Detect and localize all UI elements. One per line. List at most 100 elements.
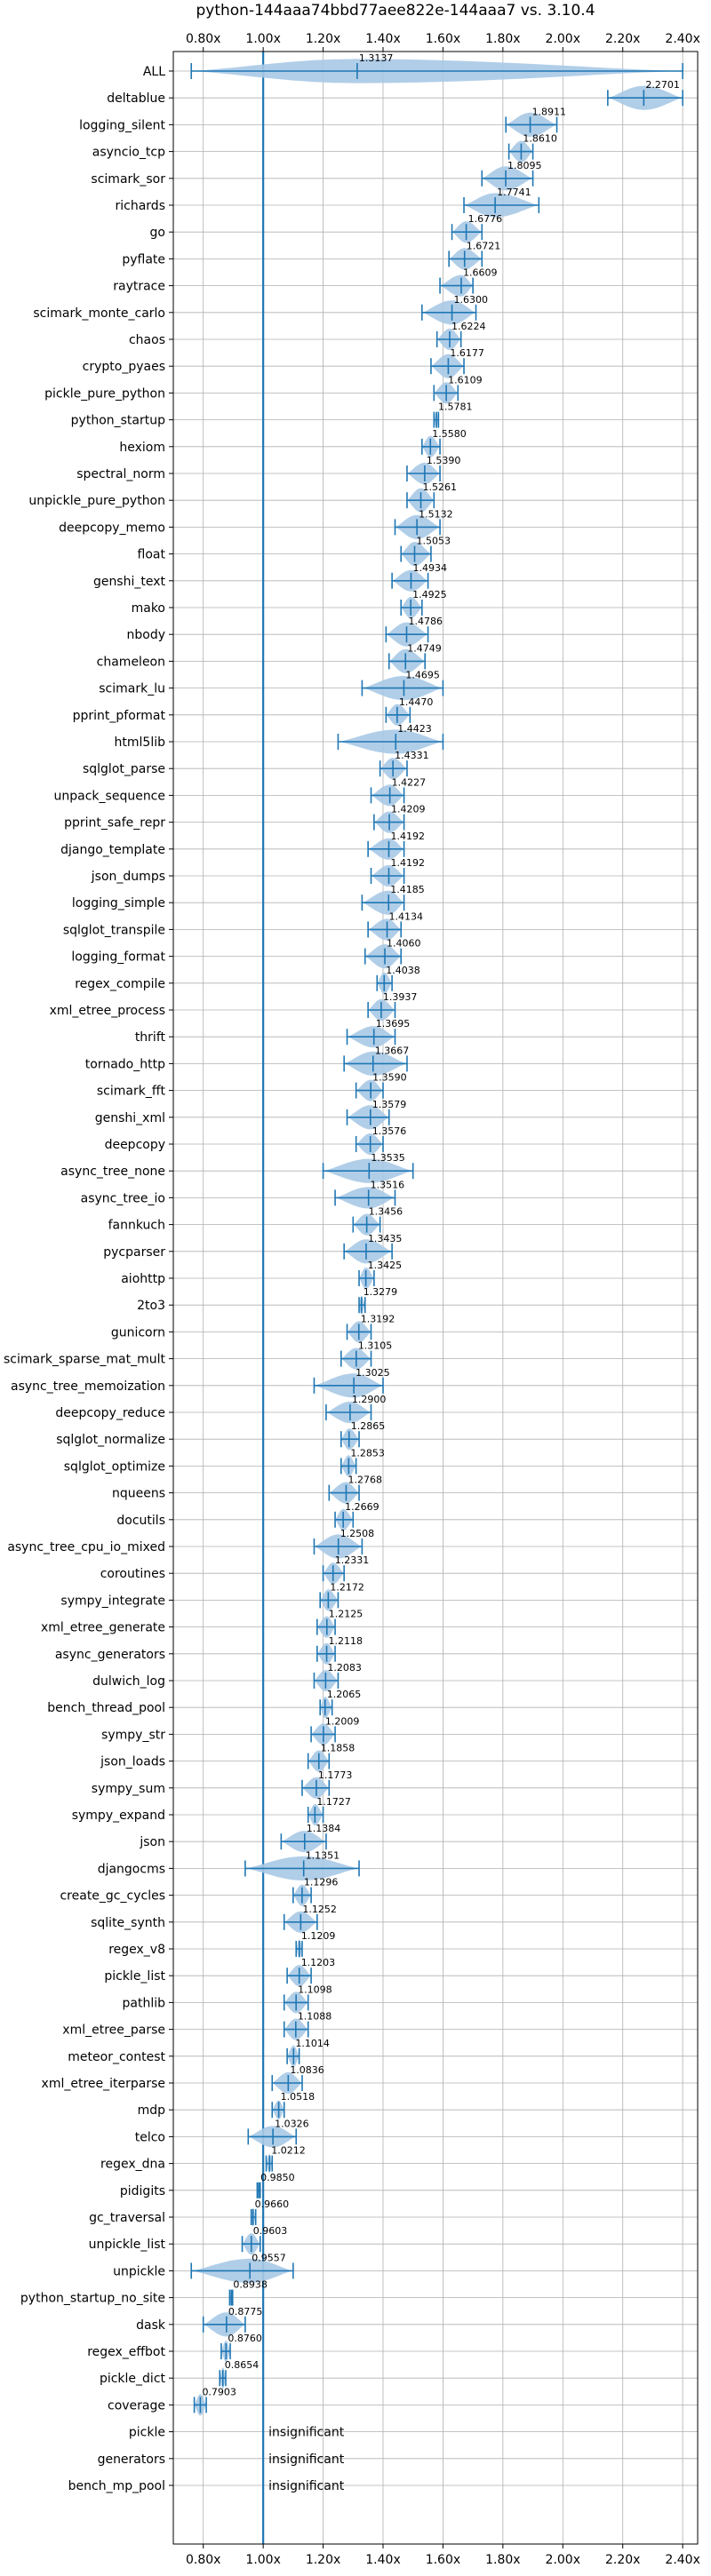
benchmark-name-label: sympy_expand: [72, 1809, 165, 1823]
benchmark-name-label: pyflate: [122, 252, 165, 266]
median-value-label: 1.4227: [392, 776, 427, 788]
label-layer: 1.3137 2.2701 1.8911 1.8610 1.8095 1.7741 1.67…: [202, 52, 679, 2493]
median-value-label: 1.3456: [369, 1206, 403, 1218]
median-value-label: 1.6224: [451, 321, 486, 332]
benchmark-name-label: create_gc_cycles: [60, 1889, 165, 1904]
median-value-label: 1.4192: [390, 857, 425, 869]
benchmark-name-label: async_tree_io: [81, 1191, 165, 1205]
x-tick-label-top: 2.40x: [665, 32, 699, 46]
benchmark-name-label: regex_effbot: [87, 2345, 165, 2359]
median-value-label: 1.2865: [351, 1420, 386, 1432]
benchmark-name-label: xml_etree_generate: [41, 1621, 165, 1635]
median-value-label: 1.2508: [340, 1528, 375, 1539]
insignificant-label: insignificant: [268, 2479, 345, 2493]
x-tick-label-top: 1.40x: [365, 32, 400, 46]
benchmark-name-label: mako: [132, 601, 165, 616]
median-value-label: 1.1858: [321, 1743, 356, 1754]
median-value-label: 1.2118: [329, 1635, 363, 1647]
benchmark-name-label: json_dumps: [91, 870, 165, 884]
median-value-label: 1.2083: [327, 1662, 362, 1674]
benchmark-name-label: sqlglot_parse: [83, 762, 165, 776]
median-value-label: 1.1209: [301, 1930, 336, 1942]
median-value-label: 1.5132: [419, 508, 453, 520]
median-value-label: 1.3435: [368, 1233, 403, 1244]
benchmark-name-label: html5lib: [115, 735, 166, 750]
median-value-label: 1.4749: [407, 642, 442, 654]
x-tick-label-bottom: 1.20x: [306, 2553, 340, 2567]
median-value-label: 1.2853: [350, 1447, 385, 1459]
benchmark-name-label: dulwich_log: [92, 1674, 165, 1689]
benchmark-name-label: deepcopy_memo: [59, 521, 165, 535]
median-value-label: 1.1384: [307, 1823, 341, 1834]
median-value-label: 1.1088: [298, 2011, 332, 2023]
median-value-label: 1.4209: [391, 804, 426, 815]
x-tick-label-bottom: 2.20x: [605, 2553, 640, 2567]
median-value-label: 1.4331: [395, 750, 429, 761]
x-tick-label-top: 0.80x: [186, 32, 220, 46]
median-value-label: 1.4925: [412, 589, 447, 600]
benchmark-name-label: regex_v8: [108, 1943, 165, 1957]
benchmark-name-label: pickle_pure_python: [44, 386, 165, 401]
benchmark-name-label: python_startup: [71, 414, 165, 428]
median-value-label: 1.5053: [417, 536, 451, 547]
median-value-label: 1.1014: [295, 2038, 330, 2049]
insignificant-label: insignificant: [268, 2426, 345, 2440]
violin-layer: [190, 52, 683, 2544]
median-value-label: 1.4134: [389, 910, 424, 922]
benchmark-name-label: scimark_sparse_mat_mult: [4, 1353, 165, 1367]
median-value-label: 1.3590: [372, 1072, 407, 1084]
benchmark-name-label: regex_dna: [100, 2158, 165, 2172]
median-value-label: 1.4060: [387, 938, 421, 950]
median-value-label: 1.4786: [408, 616, 443, 627]
benchmark-name-label: django_template: [60, 843, 165, 857]
median-value-label: 1.1296: [304, 1877, 339, 1888]
benchmark-name-label: go: [150, 226, 165, 240]
median-value-label: 1.6609: [463, 267, 498, 279]
median-value-label: 1.2172: [330, 1581, 364, 1593]
median-value-label: 1.3576: [372, 1125, 407, 1137]
benchmark-name-label: raytrace: [113, 280, 165, 294]
benchmark-name-label: scimark_sor: [91, 172, 165, 187]
benchmark-name-label: nbody: [127, 628, 166, 642]
median-value-label: 0.9557: [252, 2252, 286, 2263]
median-value-label: 2.2701: [645, 79, 680, 91]
median-value-label: 1.1351: [306, 1849, 340, 1861]
benchmark-name-label: chameleon: [97, 655, 165, 669]
benchmark-name-label: djangocms: [98, 1862, 165, 1876]
benchmark-name-label: coverage: [108, 2398, 165, 2413]
median-value-label: 1.4423: [397, 723, 432, 735]
x-tick-label-top: 1.00x: [245, 32, 280, 46]
plot-frame: [172, 51, 699, 2545]
median-value-label: 1.4038: [386, 965, 420, 976]
median-value-label: 1.1727: [316, 1796, 351, 1808]
x-tick-label-top: 2.20x: [605, 32, 640, 46]
benchmark-name-label: meteor_contest: [68, 2050, 165, 2064]
x-tick-label-bottom: 1.80x: [485, 2553, 520, 2567]
benchmark-name-label: pickle: [129, 2426, 165, 2440]
median-value-label: 1.3105: [358, 1340, 393, 1352]
median-value-label: 1.1773: [318, 1769, 353, 1781]
median-value-label: 1.5580: [432, 428, 466, 440]
x-tick-label-bottom: 2.00x: [546, 2553, 580, 2567]
benchmark-name-label: generators: [98, 2453, 165, 2467]
benchmark-name-label: scimark_lu: [99, 682, 165, 696]
benchmark-name-label: unpickle_pure_python: [28, 494, 165, 508]
benchmark-name-label: hexiom: [119, 441, 165, 455]
median-value-label: 0.9850: [260, 2172, 295, 2183]
benchmark-name-label: async_generators: [55, 1648, 165, 1662]
benchmark-name-label: fannkuch: [108, 1219, 165, 1233]
median-value-label: 1.0326: [275, 2118, 309, 2129]
x-tick-label-bottom: 1.00x: [245, 2553, 280, 2567]
median-value-label: 1.0836: [290, 2064, 324, 2076]
benchmark-name-label: sympy_str: [101, 1728, 165, 1742]
median-value-label: 1.1203: [301, 1957, 336, 1968]
median-value-label: 1.3279: [363, 1286, 398, 1298]
median-value-label: 1.0518: [281, 2091, 316, 2103]
benchmark-name-label: chaos: [129, 333, 165, 347]
benchmark-name-label: coroutines: [100, 1567, 165, 1581]
insignificant-label: insignificant: [268, 2453, 345, 2467]
median-value-label: 1.2669: [345, 1501, 379, 1513]
benchmark-name-label: sqlglot_transpile: [63, 923, 165, 937]
median-value-label: 0.7903: [202, 2386, 236, 2397]
